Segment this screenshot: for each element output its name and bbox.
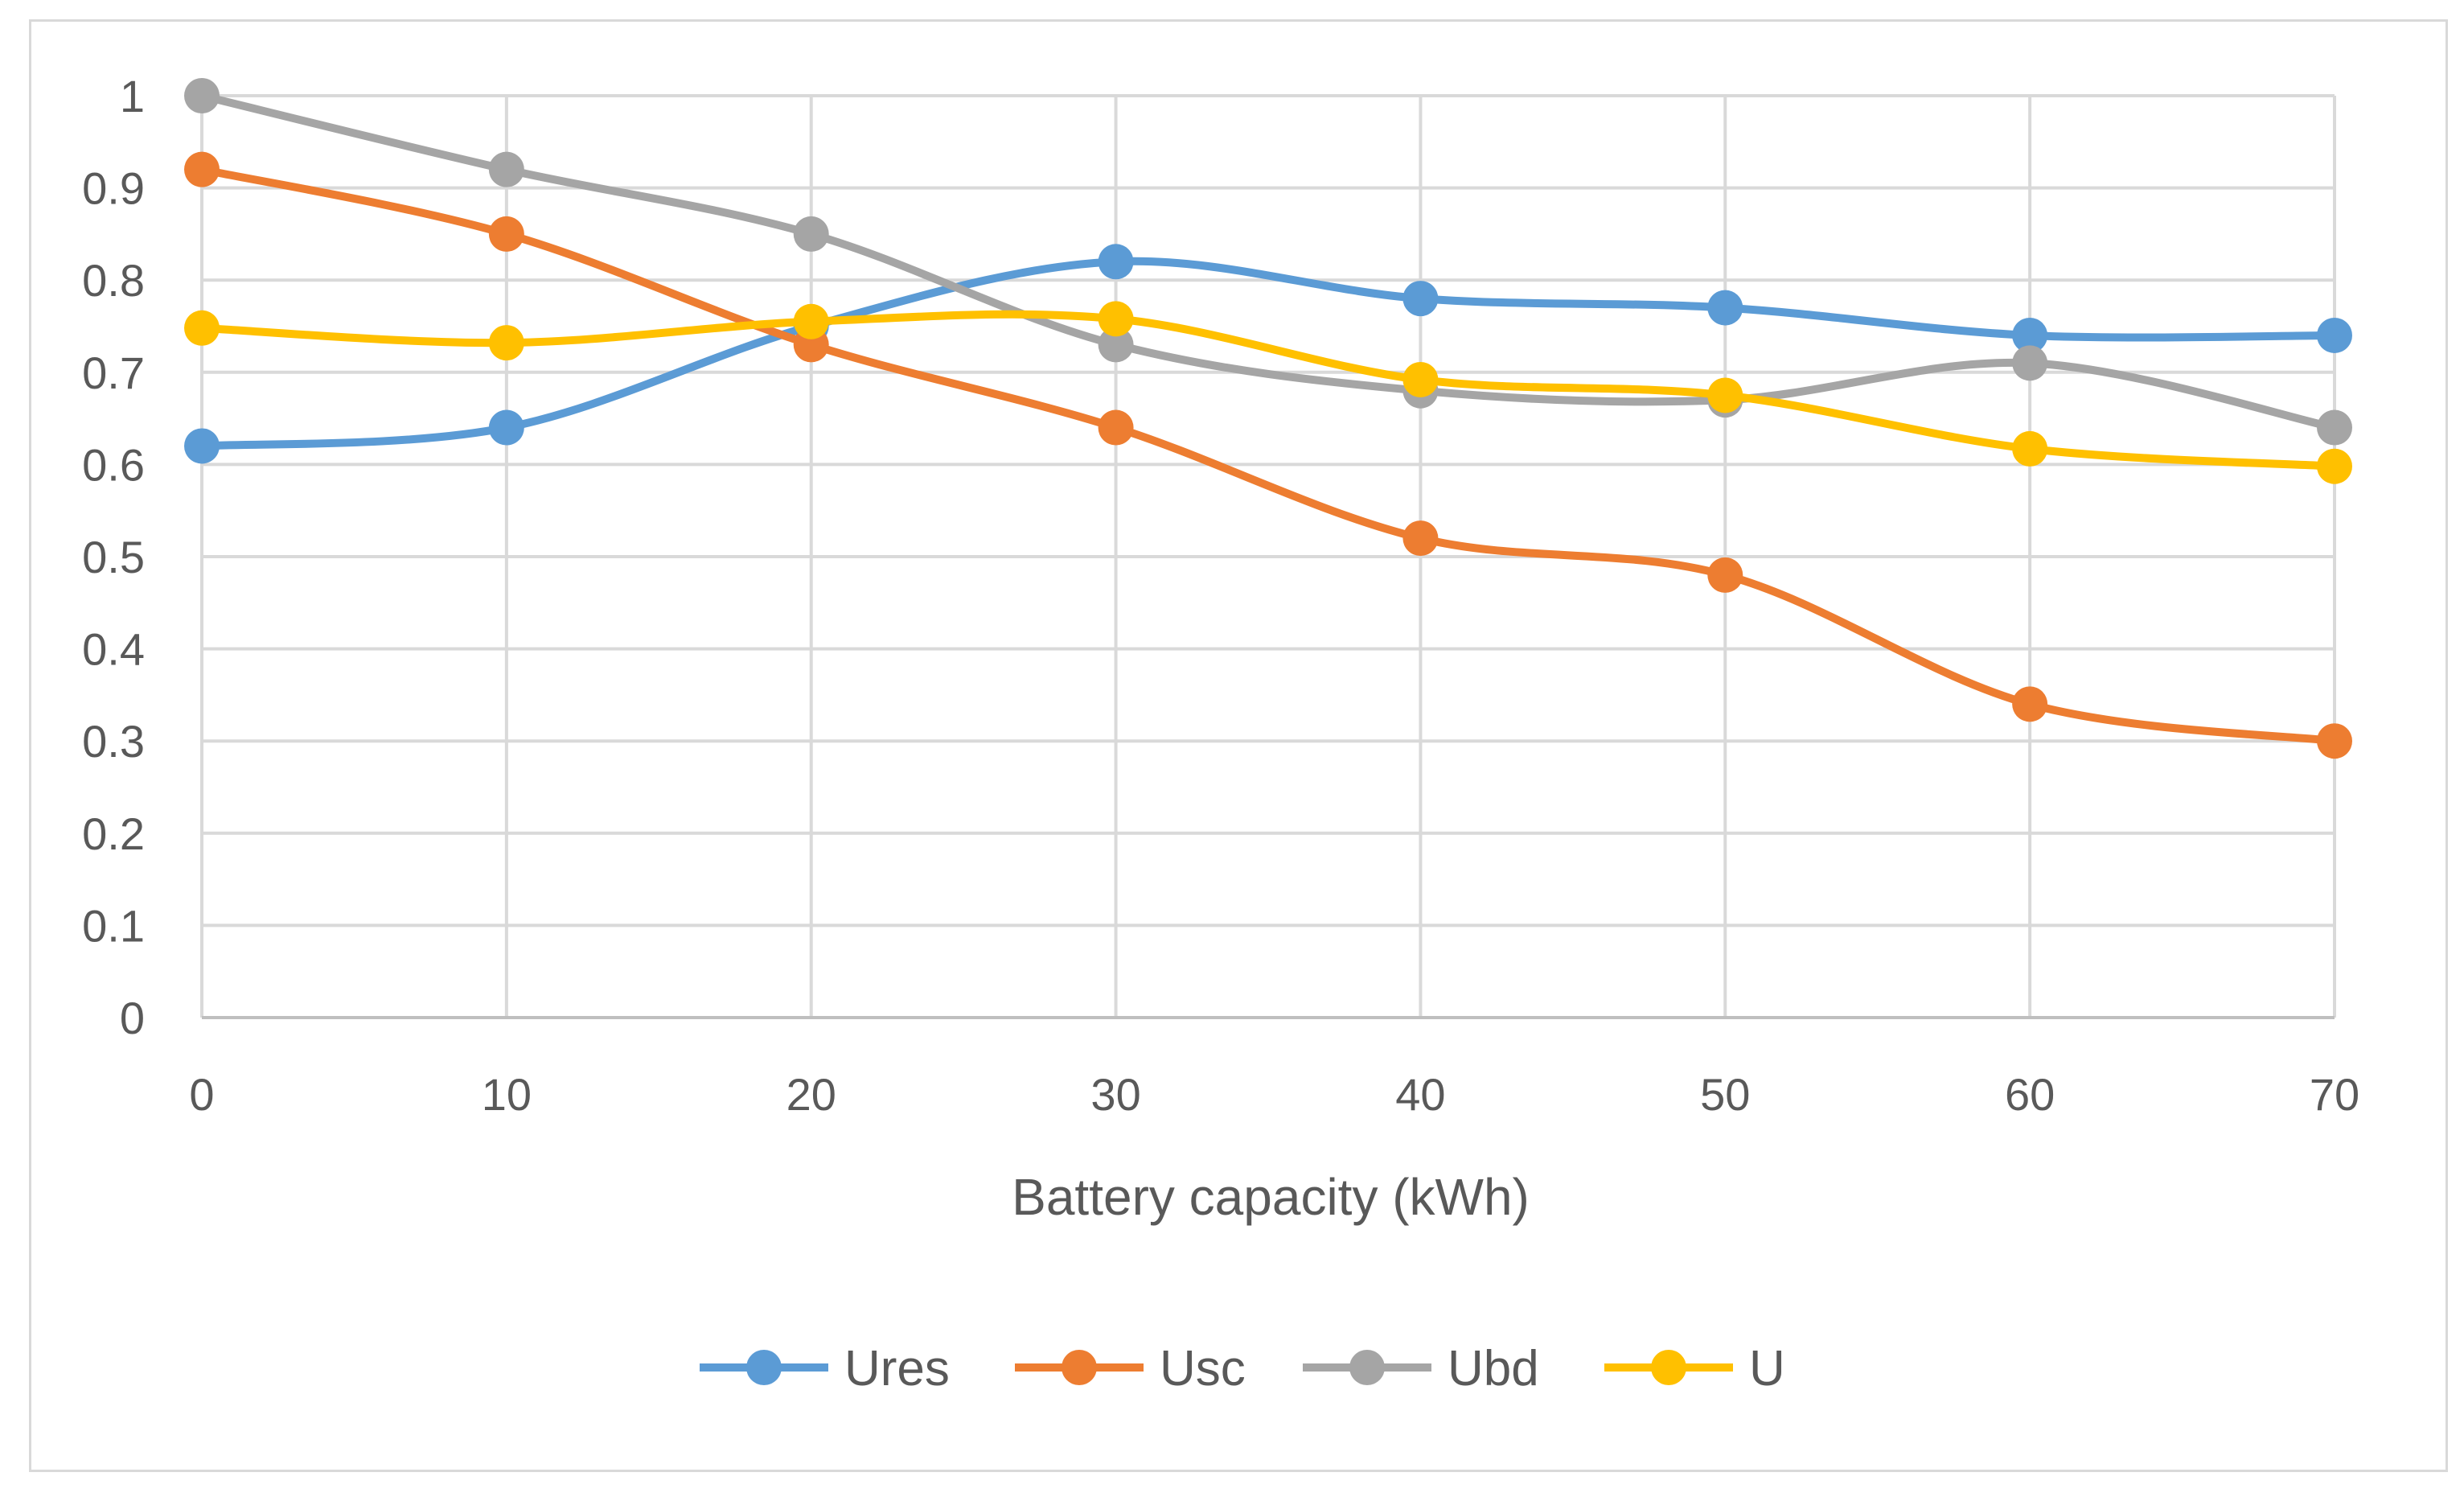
legend-item-u: U — [1604, 1341, 1785, 1396]
series-layer — [184, 78, 2352, 759]
x-tick-label: 70 — [2310, 1069, 2359, 1120]
legend-swatch-marker — [746, 1350, 782, 1385]
x-axis-ticks: 0 10 20 30 40 50 60 70 — [189, 1069, 2359, 1120]
x-tick-label: 40 — [1395, 1069, 1445, 1120]
data-point-usc — [1707, 557, 1743, 593]
y-tick-label: 1 — [120, 71, 145, 121]
data-point-ubd — [2012, 345, 2048, 381]
data-point-u — [184, 310, 220, 346]
legend: Ures Usc Ubd U — [700, 1341, 1785, 1396]
data-point-ubd — [793, 216, 829, 252]
series-line-ubd — [198, 92, 2339, 432]
legend-label: Usc — [1160, 1341, 1246, 1396]
x-tick-label: 60 — [2005, 1069, 2055, 1120]
x-tick-label: 0 — [189, 1069, 214, 1120]
data-point-usc — [2317, 723, 2352, 759]
y-tick-label: 0.5 — [82, 532, 145, 582]
legend-swatch-marker — [1062, 1350, 1097, 1385]
data-point-ubd — [184, 78, 220, 113]
x-axis-title: Battery capacity (kWh) — [1012, 1168, 1530, 1226]
legend-label: Ures — [844, 1341, 950, 1396]
data-point-ures — [2317, 317, 2352, 353]
y-tick-label: 0.7 — [82, 348, 145, 398]
data-point-ures — [1707, 290, 1743, 326]
y-tick-label: 0.4 — [82, 624, 145, 675]
legend-swatch-marker — [1349, 1350, 1385, 1385]
chart-frame — [29, 19, 2448, 1472]
series-line-usc — [198, 165, 2339, 746]
series-line-ures — [198, 257, 2339, 450]
series-ubd — [184, 78, 2352, 446]
y-tick-label: 0.3 — [82, 716, 145, 767]
data-point-ures — [488, 409, 524, 446]
data-point-ubd — [2317, 409, 2352, 446]
data-point-u — [488, 325, 524, 361]
series-u — [184, 301, 2352, 484]
series-line-u — [198, 310, 2339, 471]
y-tick-label: 0.8 — [82, 255, 145, 306]
x-tick-label: 10 — [482, 1069, 532, 1120]
data-point-ures — [184, 428, 220, 464]
data-point-ures — [2012, 317, 2048, 353]
data-point-usc — [488, 216, 524, 252]
x-tick-label: 30 — [1090, 1069, 1140, 1120]
y-tick-label: 0.2 — [82, 808, 145, 859]
y-axis-ticks: 0 0.1 0.2 0.3 0.4 0.5 0.6 0.7 0.8 0.9 1 — [82, 71, 145, 1043]
data-point-u — [793, 303, 829, 339]
data-point-ubd — [488, 151, 524, 187]
data-point-u — [1707, 377, 1743, 413]
y-tick-label: 0.6 — [82, 439, 145, 490]
data-point-usc — [1098, 409, 1134, 446]
data-point-u — [1098, 301, 1134, 337]
legend-swatch-marker — [1651, 1350, 1686, 1385]
data-point-u — [2012, 430, 2048, 467]
x-tick-label: 20 — [786, 1069, 836, 1120]
legend-label: U — [1749, 1341, 1785, 1396]
data-point-u — [2317, 448, 2352, 484]
data-point-ures — [1098, 244, 1134, 280]
data-point-usc — [184, 151, 220, 187]
data-point-ubd — [1098, 327, 1134, 363]
y-tick-label: 0.1 — [82, 900, 145, 951]
legend-label: Ubd — [1448, 1341, 1539, 1396]
data-point-usc — [1402, 520, 1439, 557]
data-point-usc — [2012, 686, 2048, 722]
data-point-u — [1402, 361, 1439, 397]
legend-item-ubd: Ubd — [1303, 1341, 1539, 1396]
data-point-ures — [1402, 281, 1439, 317]
y-tick-label: 0 — [120, 993, 145, 1043]
y-tick-label: 0.9 — [82, 163, 145, 214]
series-usc — [184, 151, 2352, 759]
legend-item-ures: Ures — [700, 1341, 950, 1396]
x-tick-label: 50 — [1700, 1069, 1750, 1120]
legend-item-usc: Usc — [1015, 1341, 1246, 1396]
